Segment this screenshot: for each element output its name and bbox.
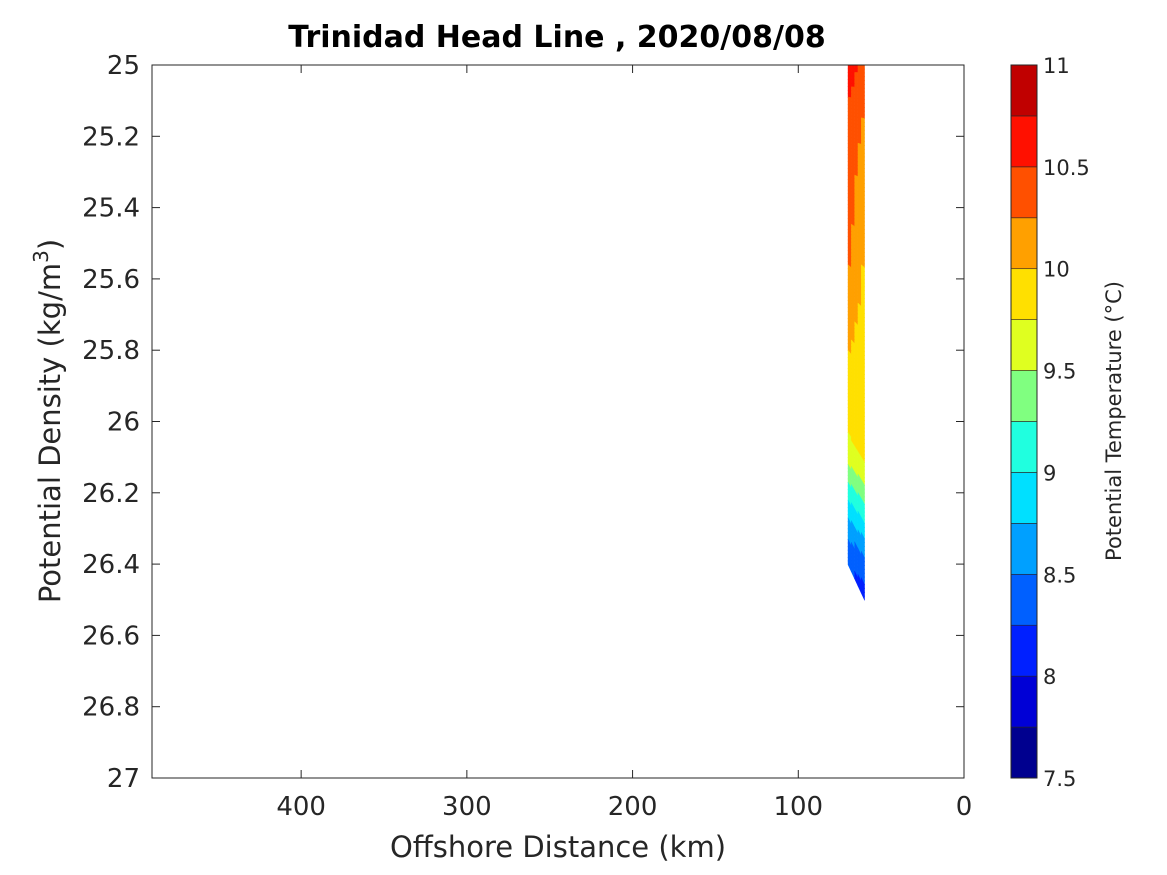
y-tick-label: 25 — [107, 51, 140, 81]
y-tick-label: 26.8 — [82, 693, 140, 723]
y-axis: 25 25.2 25.4 25.6 25.8 26 26.2 26.4 26.6 26.8 27 — [82, 51, 964, 794]
x-tick-label: 300 — [442, 792, 492, 822]
y-axis-label-superscript: 3 — [29, 250, 53, 263]
y-tick-label: 27 — [107, 764, 140, 794]
colorbar-band — [1010, 573, 1038, 626]
x-axis-label: Offshore Distance (km) — [390, 830, 726, 864]
colorbar-tick-label: 8.5 — [1043, 563, 1076, 587]
y-tick-label: 26.2 — [82, 479, 140, 509]
y-tick-label: 25.4 — [82, 194, 140, 224]
plot-frame — [151, 64, 965, 779]
x-tick-label: 400 — [276, 792, 326, 822]
x-tick-label: 0 — [956, 792, 973, 822]
y-tick-label: 26 — [107, 408, 140, 438]
colorbar-band — [1010, 115, 1038, 168]
colorbar-band — [1010, 319, 1038, 371]
colorbar-tick-label: 9.5 — [1043, 360, 1076, 384]
colorbar-band — [1010, 472, 1038, 524]
y-tick-label: 26.6 — [82, 621, 140, 651]
y-tick-label: 25.2 — [82, 122, 140, 152]
chart-title: Trinidad Head Line , 2020/08/08 — [288, 20, 825, 55]
y-axis-label-close: ) — [33, 239, 67, 250]
colorbar-tick-label: 10.5 — [1043, 156, 1090, 180]
y-axis-label-main: Potential Density (kg/m — [33, 263, 67, 603]
y-tick-label: 25.8 — [82, 336, 140, 366]
colorbar-band — [1010, 624, 1038, 677]
colorbar-band — [1010, 64, 1038, 117]
colorbar-frame — [1010, 64, 1038, 779]
colorbar-tick-label: 7.5 — [1043, 767, 1076, 791]
colorbar: 7.5 8 8.5 9 9.5 10 10.5 11 — [1010, 54, 1090, 791]
y-tick-label: 26.4 — [82, 550, 140, 580]
x-tick-label: 100 — [773, 792, 823, 822]
x-tick-label: 200 — [608, 792, 658, 822]
colorbar-band — [1010, 675, 1038, 728]
colorbar-band — [1010, 726, 1038, 779]
colorbar-band — [1010, 166, 1038, 219]
colorbar-tick-label: 8 — [1043, 665, 1056, 689]
colorbar-band — [1010, 268, 1038, 320]
colorbar-band — [1010, 523, 1038, 575]
y-tick-label: 25.6 — [82, 265, 140, 295]
colorbar-band — [1010, 421, 1038, 473]
x-axis: 400 300 200 100 0 — [276, 65, 972, 822]
plot-area — [847, 64, 865, 601]
colorbar-label: Potential Temperature (°C) — [1102, 281, 1126, 561]
y-axis-label: Potential Density (kg/m3) — [29, 239, 67, 603]
colorbar-band — [1010, 370, 1038, 422]
colorbar-tick-label: 9 — [1043, 461, 1056, 485]
colorbar-tick-label: 10 — [1043, 258, 1070, 282]
colorbar-tick-label: 11 — [1043, 54, 1070, 78]
colorbar-band — [1010, 217, 1038, 270]
contour-cell — [861, 588, 865, 601]
